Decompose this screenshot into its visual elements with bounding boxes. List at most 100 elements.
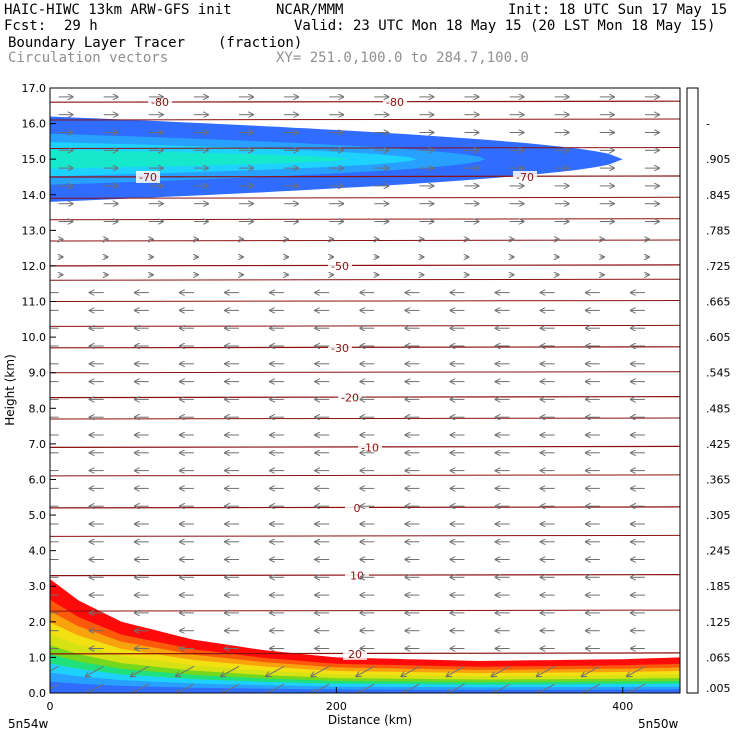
temperature-contour	[50, 100, 680, 103]
y-tick-label: 5.0	[29, 509, 47, 522]
wind-vector	[50, 665, 59, 672]
contour-label: -70	[516, 171, 534, 184]
y-tick-label: 14.0	[22, 189, 47, 202]
wind-vector	[311, 665, 330, 676]
colorbar-label: .665	[706, 296, 731, 309]
header-field-units: (fraction)	[218, 35, 303, 51]
y-tick-label: 4.0	[29, 545, 47, 558]
contour-label-bg	[328, 341, 352, 354]
tracer-layer	[50, 672, 680, 693]
colorbar-label: .545	[706, 367, 731, 380]
y-tick-label: 0.0	[29, 687, 47, 700]
temperature-contour	[50, 147, 680, 149]
colorbar-label: .725	[706, 260, 731, 273]
contour-label: -80	[386, 96, 404, 109]
colorbar-label: .125	[706, 616, 731, 629]
temperature-contour	[50, 278, 680, 281]
colorbar-label: -	[706, 118, 710, 131]
colorbar-frame	[686, 87, 699, 694]
y-tick-label: 13.0	[22, 224, 47, 237]
temperature-contour	[50, 218, 680, 221]
wind-vector	[86, 665, 104, 676]
x-left-location: 5n54w	[8, 717, 49, 731]
wind-vector	[266, 683, 285, 693]
contour-label: 10	[350, 570, 364, 583]
colorbar-label: .905	[706, 153, 731, 166]
wind-vector	[582, 665, 601, 676]
header-overlay: Circulation vectors	[8, 50, 169, 66]
colorbar-label: .785	[706, 224, 731, 237]
temperature-contour	[50, 346, 680, 349]
temperature-contour	[50, 264, 680, 267]
contour-label: 20	[348, 648, 362, 661]
contour-label-bg	[338, 391, 362, 404]
colorbar-label: .245	[706, 545, 731, 558]
wind-vector	[401, 683, 420, 693]
contour-label: -70	[139, 171, 157, 184]
colorbar-label: .005	[706, 682, 731, 695]
wind-vector	[131, 665, 150, 676]
wind-vector	[86, 683, 104, 693]
wind-vector	[537, 665, 555, 676]
wind-vector	[356, 665, 375, 676]
colorbar-label: .605	[706, 331, 731, 344]
y-tick-label: 2.0	[29, 616, 47, 629]
x-axis-label: Distance (km)	[328, 713, 412, 727]
wind-vector	[627, 665, 646, 676]
y-tick-label: 9.0	[29, 367, 47, 380]
y-axis-label: Height (km)	[3, 354, 17, 425]
wind-vector	[131, 683, 150, 693]
wind-vector	[447, 665, 465, 676]
colorbar-label: .425	[706, 438, 731, 451]
temperature-contour	[50, 417, 680, 420]
wind-vector	[492, 665, 510, 676]
contour-label: -30	[331, 342, 349, 355]
temperature-contour	[50, 371, 680, 374]
tracer-fill	[50, 116, 680, 693]
temperature-contour	[50, 396, 680, 399]
header-valid: Valid: 23 UTC Mon 18 May 15 (20 LST Mon …	[294, 18, 716, 34]
x-tick-label: 0	[47, 700, 54, 713]
temperature-contour	[50, 239, 680, 242]
wind-vector	[582, 683, 601, 693]
colorbar-label: .845	[706, 189, 731, 202]
contour-label: -20	[341, 392, 359, 405]
y-tick-label: 8.0	[29, 402, 47, 415]
y-tick-label: 16.0	[22, 118, 47, 131]
contour-label: -80	[151, 96, 169, 109]
y-tick-label: 10.0	[22, 331, 47, 344]
y-tick-label: 11.0	[22, 296, 47, 309]
colorbar-label: .305	[706, 509, 731, 522]
temperature-contour	[50, 324, 680, 327]
wind-vector	[627, 683, 646, 693]
contour-label-bg	[148, 96, 172, 109]
contour-label-bg	[513, 170, 537, 183]
contour-label: -10	[361, 441, 379, 454]
header-fcst-label: Fcst:	[4, 18, 47, 34]
temperature-contours: -80 -80 -70 -70 -50 -30 -20 -10 0 10 20	[50, 96, 680, 661]
wind-vector	[221, 683, 240, 693]
wind-vector	[221, 665, 240, 676]
x-tick-label: 200	[326, 700, 347, 713]
header-init: Init: 18 UTC Sun 17 May 15	[508, 2, 728, 18]
contour-label-bg	[136, 170, 160, 183]
wind-vector	[176, 683, 195, 693]
header-org: NCAR/MMM	[276, 2, 344, 18]
y-tick-label: 1.0	[29, 651, 47, 664]
x-right-location: 5n50w	[638, 717, 679, 731]
wind-vector	[266, 665, 285, 676]
circulation-vectors	[50, 97, 659, 693]
y-tick-label: 3.0	[29, 580, 47, 593]
contour-label: -50	[331, 260, 349, 273]
header-model: HAIC-HIWC 13km ARW-GFS init	[4, 2, 232, 18]
temperature-contour	[50, 534, 680, 537]
wind-vector	[447, 683, 465, 693]
wind-vector	[50, 683, 59, 690]
wind-vector	[492, 683, 510, 693]
y-tick-label: 12.0	[22, 260, 47, 273]
wind-vector	[176, 665, 195, 676]
colorbar-label: .065	[706, 651, 731, 664]
y-tick-label: 15.0	[22, 153, 47, 166]
colorbar-label: .365	[706, 474, 731, 487]
